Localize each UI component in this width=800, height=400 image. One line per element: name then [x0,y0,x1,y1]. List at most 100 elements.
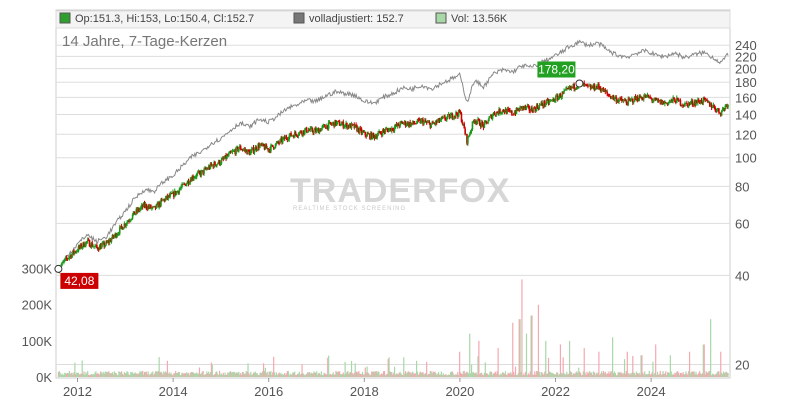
volume-bar [471,372,474,377]
candle-body [399,121,401,127]
volume-bar [239,374,241,377]
candle-body [675,97,678,103]
candle-body [684,103,686,107]
candle-body [703,97,706,99]
volume-bar [368,373,370,377]
candle-body [562,92,564,94]
volume-bar [677,372,680,377]
candle-body [318,129,321,134]
candle-body [337,121,339,123]
candle-body [205,168,207,170]
volume-bar [322,374,324,377]
volume-bar [253,372,256,377]
candle-body [629,99,631,101]
candle-body [275,142,278,144]
candle-body [686,102,688,104]
volume-bar [299,374,301,377]
volume-bar [91,374,93,377]
candle-body [112,235,115,238]
volume-bar [620,373,622,377]
candle-body [588,85,590,87]
volume-bar [455,373,457,377]
volume-bar [610,371,612,377]
volume-bar [560,372,562,377]
volume-bar [665,371,667,377]
candle-body [347,125,350,128]
volume-bar [646,374,649,377]
volume-tick-label: 0K [36,370,52,385]
candle-body [587,84,589,86]
volume-bar [611,371,613,377]
candle-body [277,141,280,143]
candle-body [657,99,660,101]
volume-bar [225,374,227,377]
candle-body [104,245,106,247]
volume-bar [113,371,115,377]
volume-bar [664,373,666,377]
candle-body [67,258,70,259]
volume-bar [693,371,695,377]
candle-body [417,119,420,121]
volume-bar [280,372,282,377]
volume-bar [448,374,450,377]
candle-body [400,121,402,123]
candle-body [710,104,713,108]
volume-bar [79,374,81,377]
volume-bar [124,373,126,377]
candle-body [386,128,389,130]
candle-body [726,105,728,108]
candle-body [403,121,406,124]
volume-bar [59,372,61,377]
candle-body [410,123,412,127]
candle-body [358,127,360,133]
candle-body [140,207,142,210]
candle-body [81,246,84,248]
candle-body [445,119,447,121]
volume-bar [180,374,182,377]
x-tick-label: 2020 [445,384,474,399]
volume-bar [316,371,318,377]
volume-bar [193,372,195,377]
candle-body [190,179,193,182]
volume-bar [320,371,322,377]
candle-body [292,135,294,137]
candle-body [293,135,295,138]
candle-body [586,84,588,86]
candle-body [226,155,228,159]
candle-body [542,105,544,107]
candle-body [527,105,530,107]
candle-body [575,88,577,90]
candle-body [602,87,605,93]
volume-bar [318,372,321,377]
candle-body [723,108,726,110]
candle-body [612,95,615,100]
candle-body [444,116,446,120]
volume-bar [680,372,682,377]
volume-bar [407,371,409,377]
volume-bar [186,373,189,377]
volume-bar [443,374,445,377]
volume-bar [158,357,160,377]
candle-body [126,221,128,225]
volume-bar [250,371,252,377]
candle-body [474,121,477,123]
volume-bar [339,371,341,377]
candle-body [333,122,335,127]
volume-bar [157,370,159,377]
candle-body [304,129,306,134]
volume-bar [464,373,466,377]
candle-body [163,199,166,201]
volume-bar [201,371,203,377]
candle-body [293,132,296,138]
volume-bar [218,375,220,377]
candle-body [65,257,68,259]
candle-body [574,88,576,90]
volume-bar [706,372,708,377]
candle-body [358,128,361,133]
volume-bar [96,374,98,377]
candle-body [567,88,570,90]
volume-bar [384,375,387,377]
volume-bar [546,373,548,377]
candle-body [213,162,215,168]
candle-body [555,95,557,102]
